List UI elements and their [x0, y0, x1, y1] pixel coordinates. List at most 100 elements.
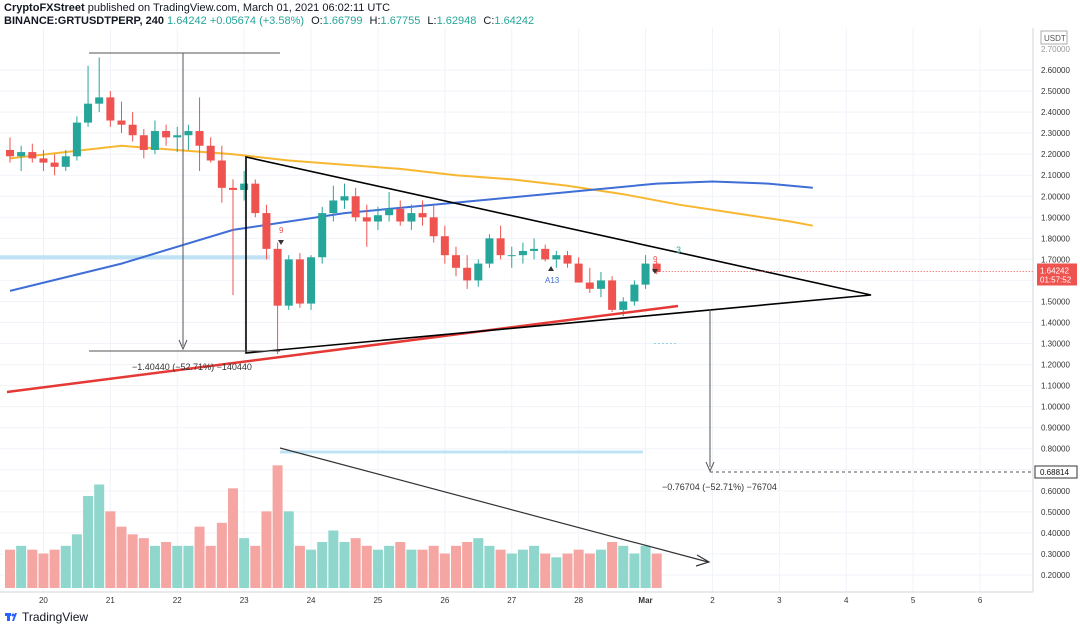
candle-body — [474, 263, 483, 281]
candle-body — [295, 259, 304, 304]
candle-body — [106, 97, 115, 121]
volume-trend-arrow-head — [695, 554, 711, 567]
price-tick-label: 2.50000 — [1041, 87, 1070, 96]
candle — [217, 145, 226, 203]
candle-body — [585, 282, 594, 289]
candle-body — [229, 187, 237, 190]
time-tick-label: 28 — [574, 596, 583, 605]
symbol-line: BINANCE:GRTUSDTPERP, 240 1.64242 +0.0567… — [4, 15, 534, 27]
candle-body — [128, 124, 137, 136]
plot-background — [0, 28, 1033, 592]
candle-body — [541, 248, 550, 260]
volume-bar — [495, 549, 506, 588]
candle-body — [217, 160, 226, 188]
volume-bar — [60, 545, 71, 588]
volume-bar — [116, 526, 127, 588]
candle-body — [351, 196, 360, 218]
target-label: 0.68814 — [1040, 468, 1069, 477]
candle-body — [28, 152, 37, 159]
candle-body — [117, 120, 126, 125]
time-tick-label: 4 — [844, 596, 849, 605]
last-price: 1.64242 — [167, 15, 207, 27]
volume-bar — [38, 553, 49, 588]
candle-body — [173, 135, 182, 138]
volume-bar — [71, 534, 82, 588]
volume-bar — [161, 542, 172, 588]
candle-body — [240, 183, 249, 190]
candle — [295, 253, 304, 308]
time-tick-label: 21 — [106, 596, 115, 605]
price-change: +0.05674 (+3.58%) — [209, 15, 305, 27]
candle-body — [72, 122, 81, 157]
chart-grid — [0, 28, 1033, 592]
volume-bar — [618, 545, 629, 588]
td-count-label: 9 — [279, 226, 284, 235]
rising-trendline — [6, 304, 679, 394]
last-price-badge — [1037, 263, 1077, 286]
time-tick-label: 3 — [777, 596, 782, 605]
volume-bar — [194, 526, 205, 588]
currency-badge — [1040, 30, 1068, 45]
volume-bar — [607, 542, 618, 588]
price-tick-label: 2.30000 — [1041, 129, 1070, 138]
candle — [206, 137, 215, 163]
candle — [240, 171, 249, 201]
candle — [518, 242, 527, 264]
horizontal-levels — [0, 255, 678, 454]
volume-bar — [294, 545, 305, 588]
price-tick-label: 0.60000 — [1041, 487, 1070, 496]
candle — [596, 272, 605, 298]
candle-body — [84, 103, 93, 123]
candle — [652, 261, 661, 275]
price-tick-label: 0.40000 — [1041, 529, 1070, 538]
volume-bar — [339, 542, 350, 588]
time-tick-label: 23 — [240, 596, 249, 605]
candle-body — [307, 257, 316, 304]
candle-body — [195, 131, 204, 146]
low-label: L: — [427, 15, 437, 27]
time-tick-label: 2 — [710, 596, 715, 605]
candle — [351, 187, 360, 222]
candle-body — [329, 200, 338, 214]
candle — [251, 179, 260, 218]
candle — [373, 206, 382, 230]
candle-body — [162, 131, 171, 138]
price-tick-label: 0.80000 — [1041, 445, 1070, 454]
price-tick-label: 0.50000 — [1041, 508, 1070, 517]
volume-bar — [183, 545, 194, 588]
candle-body — [518, 250, 527, 256]
volume-bar — [283, 511, 294, 588]
candle — [150, 120, 159, 155]
volume-bar — [149, 545, 160, 588]
candle — [474, 259, 483, 287]
volume-bars — [5, 465, 662, 588]
candle-body — [552, 255, 561, 260]
time-tick-label: Mar — [638, 596, 652, 605]
volume-bar — [16, 545, 27, 588]
candle-body — [574, 263, 583, 283]
price-chart[interactable]: −1.40440 (−52.71%) −140440 −0.76704 (−52.… — [0, 0, 1080, 610]
measure-1-label: −1.40440 (−52.71%) −140440 — [132, 362, 252, 372]
td-count-label: 9 — [653, 255, 658, 264]
candle — [84, 65, 93, 127]
time-tick-label: 24 — [307, 596, 316, 605]
publisher-name: CryptoFXStreet — [4, 2, 85, 14]
volume-bar — [138, 538, 149, 588]
candle — [184, 124, 193, 150]
candle — [429, 204, 438, 243]
price-tick-label: 1.90000 — [1041, 213, 1070, 222]
time-tick-label: 26 — [440, 596, 449, 605]
candle — [452, 246, 460, 277]
candle — [17, 145, 26, 172]
volume-bar — [27, 549, 38, 588]
price-tick-label: 1.10000 — [1041, 382, 1070, 391]
candle-body — [496, 238, 505, 256]
tradingview-logo-icon — [5, 613, 17, 621]
candle-body — [385, 208, 394, 216]
volume-bar — [205, 545, 216, 588]
volume-bar — [250, 545, 261, 588]
candle — [229, 179, 237, 296]
open-value: 1.66799 — [322, 15, 363, 27]
volume-bar — [261, 511, 272, 588]
candle — [72, 116, 81, 161]
